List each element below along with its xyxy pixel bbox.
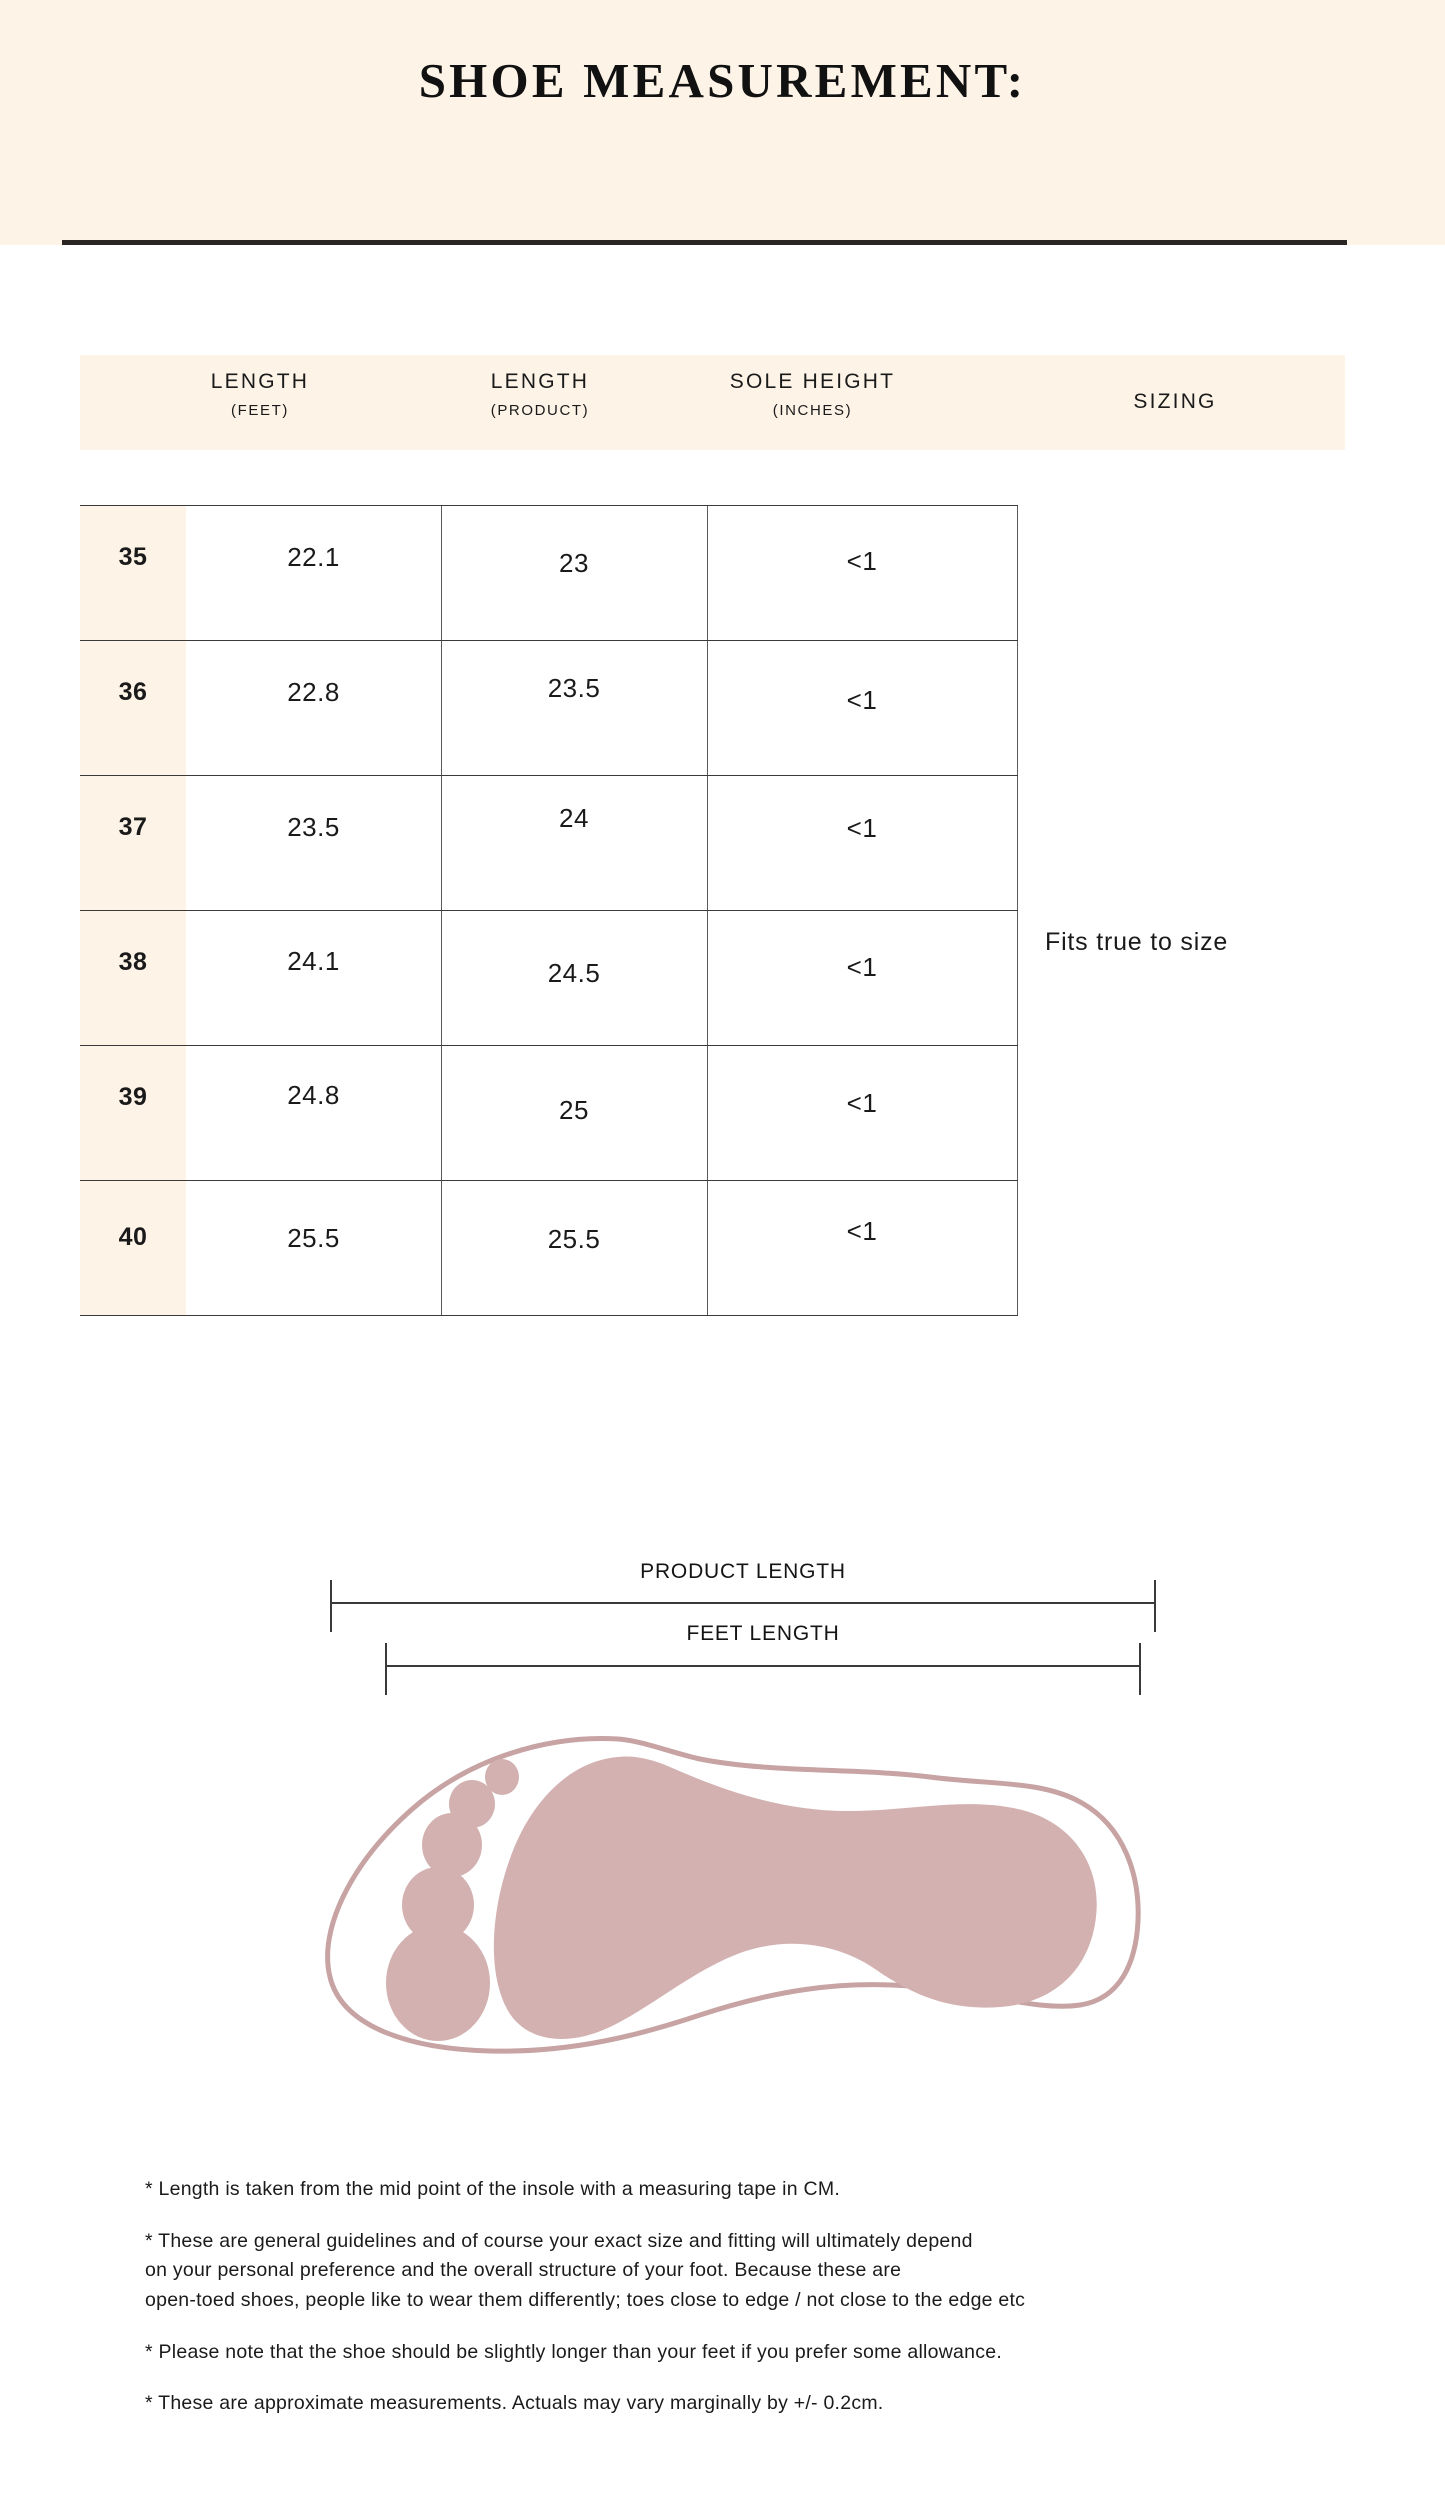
cell-length-product: 25.5 xyxy=(547,1224,601,1254)
foot-measurement-diagram: PRODUCT LENGTH FEET LENGTH xyxy=(0,1560,1445,2160)
cell-length-feet: 23.5 xyxy=(287,812,340,842)
cell-sole-height: <1 xyxy=(846,1216,878,1246)
feet-length-label: FEET LENGTH xyxy=(686,1622,840,1645)
column-header-sizing: SIZING xyxy=(1045,390,1305,413)
foot-sole-path xyxy=(493,1756,1097,2039)
row-divider xyxy=(80,505,1018,506)
feet-length-bracket-line xyxy=(385,1665,1141,1667)
sizing-note: Fits true to size xyxy=(1045,928,1229,956)
table-row: 38 24.1 24.5 <1 xyxy=(80,910,1018,1045)
toe-second xyxy=(402,1867,474,1943)
cell-sole-height: <1 xyxy=(846,813,878,843)
column-header-sublabel: (PRODUCT) xyxy=(490,402,590,420)
cell-length-feet: 24.1 xyxy=(287,946,340,976)
column-header-length-product: LENGTH (PRODUCT) xyxy=(430,370,650,419)
cell-size: 37 xyxy=(118,813,148,841)
table-row: 39 24.8 25 <1 xyxy=(80,1045,1018,1180)
cell-length-product: 25 xyxy=(559,1095,589,1125)
footnotes: * Length is taken from the mid point of … xyxy=(145,2175,1385,2441)
table-header-band xyxy=(80,355,1345,450)
row-divider xyxy=(80,640,1018,641)
footnote-item: * Please note that the shoe should be sl… xyxy=(145,2340,1003,2363)
cell-length-product: 24 xyxy=(559,803,589,833)
column-header-label: LENGTH xyxy=(210,370,310,393)
cell-size: 39 xyxy=(118,1083,148,1111)
column-header-sole-height: SOLE HEIGHT (INCHES) xyxy=(675,370,950,419)
cell-sole-height: <1 xyxy=(846,952,878,982)
feet-length-bracket-cap-left xyxy=(385,1643,387,1695)
row-divider xyxy=(80,775,1018,776)
cell-length-product: 24.5 xyxy=(547,958,601,988)
cell-length-feet: 24.8 xyxy=(287,1080,340,1110)
table-row: 37 23.5 24 <1 xyxy=(80,775,1018,910)
cell-size: 35 xyxy=(118,543,148,571)
toe-big xyxy=(386,1925,490,2041)
column-header-label: SOLE HEIGHT xyxy=(729,370,896,393)
cell-sole-height: <1 xyxy=(846,1088,878,1118)
cell-length-product: 23 xyxy=(559,548,589,578)
row-divider xyxy=(80,1045,1018,1046)
size-table: 35 22.1 23 <1 36 22.8 23.5 <1 37 23.5 24… xyxy=(80,505,1018,1316)
cell-length-feet: 25.5 xyxy=(287,1223,340,1253)
toe-fourth xyxy=(449,1780,495,1828)
row-divider xyxy=(80,910,1018,911)
product-length-bracket-line xyxy=(330,1602,1156,1604)
column-header-label: LENGTH xyxy=(490,370,590,393)
toe-third xyxy=(422,1813,482,1877)
cell-length-feet: 22.1 xyxy=(287,542,340,572)
footnote-item: * These are general guidelines and of co… xyxy=(145,2229,1026,2311)
cell-size: 36 xyxy=(118,678,148,706)
page-title: SHOE MEASUREMENT: xyxy=(418,53,1027,108)
cell-length-feet: 22.8 xyxy=(287,677,340,707)
cell-size: 40 xyxy=(118,1223,148,1251)
cell-size: 38 xyxy=(118,948,148,976)
table-row: 36 22.8 23.5 <1 xyxy=(80,640,1018,775)
table-row: 35 22.1 23 <1 xyxy=(80,505,1018,640)
title-banner xyxy=(0,0,1445,245)
product-length-bracket-cap-right xyxy=(1154,1580,1156,1632)
column-header-sublabel: (FEET) xyxy=(231,402,289,420)
feet-length-bracket-cap-right xyxy=(1139,1643,1141,1695)
footprint-illustration xyxy=(325,1736,1141,2054)
title-divider-rule xyxy=(62,240,1347,245)
footnote-item: * These are approximate measurements. Ac… xyxy=(145,2392,884,2415)
column-header-length-feet: LENGTH (FEET) xyxy=(150,370,370,419)
cell-length-product: 23.5 xyxy=(547,673,601,703)
product-length-bracket-cap-left xyxy=(330,1580,332,1632)
product-length-label: PRODUCT LENGTH xyxy=(640,1560,846,1583)
cell-sole-height: <1 xyxy=(846,546,878,576)
footnote-item: * Length is taken from the mid point of … xyxy=(145,2178,841,2200)
column-header-sublabel: (INCHES) xyxy=(772,402,853,420)
column-header-label: SIZING xyxy=(1133,390,1217,413)
row-divider xyxy=(80,1180,1018,1181)
table-row: 40 25.5 25.5 <1 xyxy=(80,1180,1018,1315)
cell-sole-height: <1 xyxy=(846,685,878,715)
toe-little xyxy=(485,1759,519,1795)
row-divider xyxy=(80,1315,1018,1316)
